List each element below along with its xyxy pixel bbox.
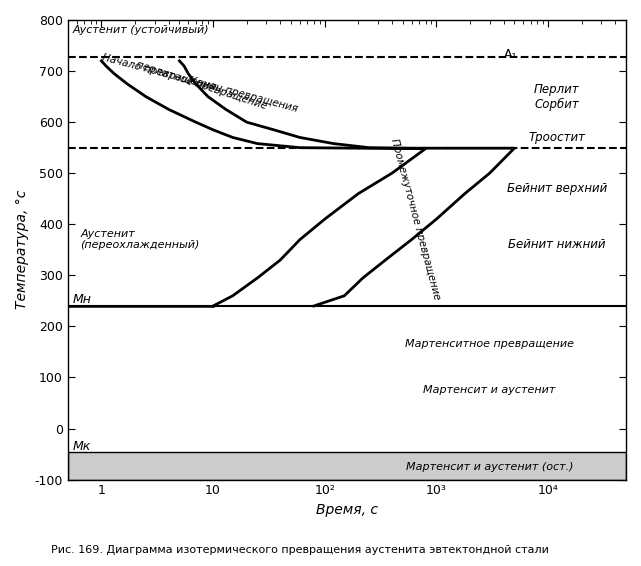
Text: Бейнит нижний: Бейнит нижний	[508, 238, 606, 251]
Bar	[68, 452, 626, 479]
Text: Мн: Мн	[72, 293, 91, 306]
Text: Мк: Мк	[72, 440, 90, 453]
Text: Мартенситное превращение: Мартенситное превращение	[405, 339, 574, 349]
Text: Начало превращения: Начало превращения	[101, 52, 217, 92]
Text: Бейнит верхний: Бейнит верхний	[506, 182, 607, 195]
Text: Аустенит
(переохлажденный): Аустенит (переохлажденный)	[81, 229, 200, 250]
Text: Мартенсит и аустенит: Мартенсит и аустенит	[424, 385, 556, 395]
Y-axis label: Температура, °с: Температура, °с	[15, 190, 29, 310]
Text: Мартенсит и аустенит (ост.): Мартенсит и аустенит (ост.)	[406, 462, 573, 472]
Bar	[68, 454, 626, 479]
Text: Рис. 169. Диаграмма изотермического превращения аустенита эвтектондной стали: Рис. 169. Диаграмма изотермического прев…	[51, 544, 549, 555]
Text: Конец превращения: Конец превращения	[188, 76, 299, 114]
Text: Аустенит (устойчивый): Аустенит (устойчивый)	[72, 25, 209, 35]
X-axis label: Время, с: Время, с	[316, 503, 378, 517]
Text: Промежуточное превращение: Промежуточное превращение	[390, 138, 442, 301]
Text: Перлит
Сорбит: Перлит Сорбит	[534, 83, 579, 111]
Text: Троостит: Троостит	[528, 131, 585, 144]
Text: A₁: A₁	[504, 48, 517, 61]
Text: перлитное превращение: перлитное превращение	[135, 59, 268, 112]
